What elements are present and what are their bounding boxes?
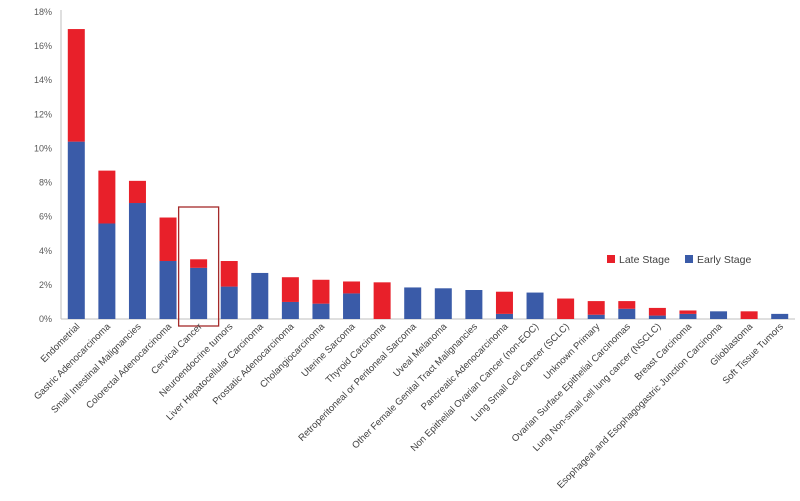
bar-late-stage (190, 259, 208, 268)
bar-early-stage (251, 272, 269, 319)
x-tick-label: Unknown Primary (542, 321, 603, 382)
bar-early-stage (434, 288, 452, 319)
bar-early-stage (465, 290, 483, 319)
y-tick-label: 12% (34, 109, 52, 119)
bar-late-stage (98, 170, 116, 224)
bar-late-stage (373, 282, 391, 319)
bar-early-stage (128, 203, 146, 319)
y-tick-label: 14% (34, 75, 52, 85)
x-tick-label: Uveal Melanoma (391, 321, 450, 380)
bar-late-stage (740, 311, 758, 319)
bar-early-stage (404, 287, 422, 319)
y-tick-label: 2% (39, 280, 52, 290)
y-tick-label: 0% (39, 314, 52, 324)
bar-early-stage (587, 314, 605, 319)
bar-late-stage (495, 291, 513, 314)
bar-early-stage (98, 223, 116, 319)
bar-early-stage (343, 293, 361, 319)
bar-late-stage (67, 29, 85, 142)
legend-label: Early Stage (697, 254, 751, 266)
legend-swatch (607, 255, 615, 263)
bar-late-stage (648, 307, 666, 316)
bar-early-stage (190, 267, 208, 319)
legend-swatch (685, 255, 693, 263)
bar-early-stage (526, 292, 544, 319)
bar-late-stage (128, 180, 146, 204)
bar-late-stage (679, 310, 697, 314)
bar-early-stage (67, 141, 85, 319)
bar-late-stage (618, 301, 636, 309)
bar-late-stage (343, 281, 361, 294)
bar-early-stage (710, 311, 728, 319)
bar-early-stage (220, 286, 238, 319)
bar-early-stage (495, 313, 513, 319)
bar-early-stage (159, 261, 177, 319)
bar-late-stage (312, 279, 330, 304)
legend-label: Late Stage (619, 254, 670, 266)
bar-early-stage (618, 308, 636, 319)
bar-late-stage (557, 298, 575, 319)
bar-late-stage (220, 261, 238, 287)
bar-late-stage (587, 301, 605, 315)
y-tick-label: 4% (39, 246, 52, 256)
x-tick-label: Uterine Sarcoma (299, 321, 358, 380)
y-tick-label: 10% (34, 143, 52, 153)
bar-early-stage (679, 313, 697, 319)
bar-early-stage (312, 303, 330, 319)
y-tick-label: 6% (39, 212, 52, 222)
highlight-box (177, 206, 220, 327)
bar-late-stage (159, 217, 177, 262)
bar-early-stage (771, 313, 789, 319)
bar-early-stage (281, 301, 299, 319)
y-tick-label: 8% (39, 178, 52, 188)
y-tick-label: 18% (34, 7, 52, 17)
bar-early-stage (648, 315, 666, 319)
bar-late-stage (281, 277, 299, 302)
y-tick-label: 16% (34, 41, 52, 51)
